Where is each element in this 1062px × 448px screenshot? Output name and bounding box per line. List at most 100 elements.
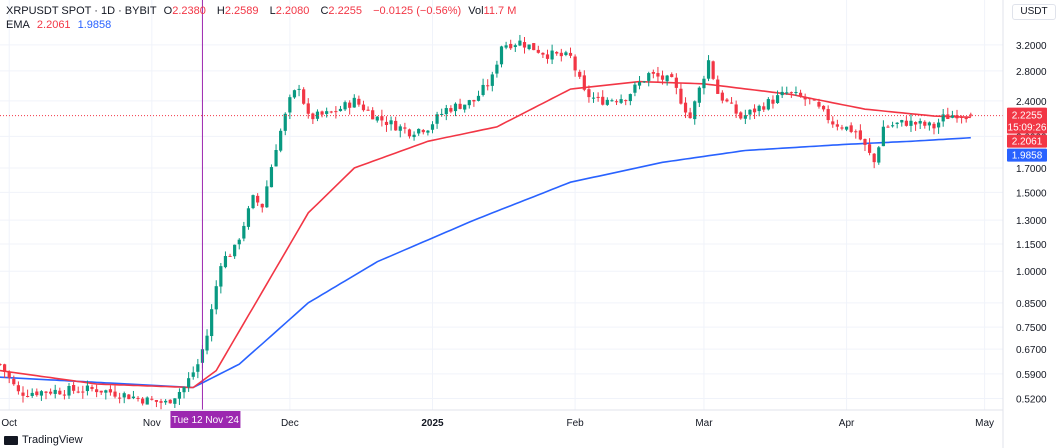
candle-body [858,130,862,140]
time-tick-label: May [975,418,994,429]
price-axis[interactable]: 3.20002.80002.40002.00001.70001.50001.30… [1016,41,1047,406]
candle-body [499,46,504,65]
ema-label: EMA [6,19,30,31]
currency-button[interactable]: USDT [1012,4,1056,20]
volume: Vol11.7 M [468,5,517,17]
candle-body [440,113,444,115]
candle-body [734,104,738,114]
candle-body [26,395,30,397]
candle-body [702,78,706,89]
candle-body [453,103,458,112]
candle-body [348,102,352,108]
candle-body [918,120,922,124]
price-tick-label: 0.8500 [1016,299,1047,310]
candle-body [651,71,655,74]
candle-body [12,378,16,385]
candle-body [407,129,412,137]
candle-body [223,255,228,268]
candle-body [950,115,954,118]
countdown-label: 15:09:26 [1008,123,1047,134]
price-tick-label: 1.7000 [1016,164,1047,175]
candle-body [895,122,899,124]
ema-legend[interactable]: EMA 2.2061 1.9858 [6,18,115,32]
candle-body [624,100,628,102]
candle-body [85,385,90,392]
candle-body [504,45,508,48]
candle-body [196,364,200,372]
candle-body [969,114,973,116]
candle-body [628,94,632,102]
candle-body [605,99,609,105]
candle-body [113,391,117,397]
ema-fast-path [0,80,971,389]
candles [0,34,973,410]
ema-slow-price-label: 1.9858 [1012,151,1043,162]
symbol-legend[interactable]: XRPUSDT SPOT · 1D · BYBIT O2.2380 H2.258… [6,4,524,18]
candle-body [380,116,384,121]
candle-body [233,244,237,257]
candle-body [513,45,517,47]
candle-body [955,115,959,119]
candle-body [665,75,669,82]
candle-body [389,120,393,125]
time-tick-label: Apr [839,418,855,429]
candle-body [964,118,968,120]
candle-body [739,112,743,119]
candle-body [573,56,577,71]
candle-body [187,378,191,388]
candle-body [3,364,7,372]
candle-body [536,49,540,53]
candle-body [177,391,182,399]
candle-body [118,397,122,399]
candle-body [95,389,99,393]
time-tick-label: 2025 [421,418,444,429]
candle-body [748,109,752,115]
candle-body [430,124,435,130]
candle-body [909,120,913,126]
candle-body [256,195,260,203]
candle-body [587,89,591,98]
ema-slow-value: 1.9858 [77,19,112,31]
candle-body [601,96,605,105]
candle-body [900,120,904,123]
ema-slow-price-box [1007,148,1047,162]
grid-lines [0,0,1003,410]
candle-body [30,392,34,396]
candle-body [421,129,425,133]
candle-body [49,391,53,394]
price-tick-label: 0.5200 [1016,394,1047,405]
candle-body [463,104,467,110]
candle-body [417,128,421,134]
crosshair-date-label: Tue 12 Nov '24 [170,411,241,428]
candle-body [867,144,872,153]
candle-body [302,89,306,104]
candle-body [191,372,195,377]
price-change: −0.0125 (−0.56%) [373,5,462,17]
candle-body [771,99,775,104]
candle-body [145,397,149,405]
candle-body [210,309,214,337]
candle-body [338,108,343,112]
ohlc-low: L2.2080 [269,5,310,17]
candle-body [292,90,297,98]
candle-body [334,111,338,113]
candle-body [21,392,25,396]
candle-body [476,95,481,101]
candle-body [99,390,103,393]
ohlc-open: O2.2380 [163,5,206,17]
candle-body [242,225,246,239]
candle-body [343,102,347,110]
candle-body [637,82,642,86]
candle-body [932,123,936,129]
candle-body [283,113,287,131]
candle-body [614,101,619,103]
candle-body [555,51,559,54]
time-axis[interactable]: Oct Nov Dec 2025 Feb Mar Apr May [1,418,994,429]
candle-body [205,335,209,351]
candle-body [720,92,724,101]
candle-body [458,103,462,109]
symbol-title[interactable]: XRPUSDT SPOT · 1D · BYBIT [6,5,157,17]
candle-body [16,385,21,392]
tradingview-logo[interactable]: TradingView [4,434,83,446]
